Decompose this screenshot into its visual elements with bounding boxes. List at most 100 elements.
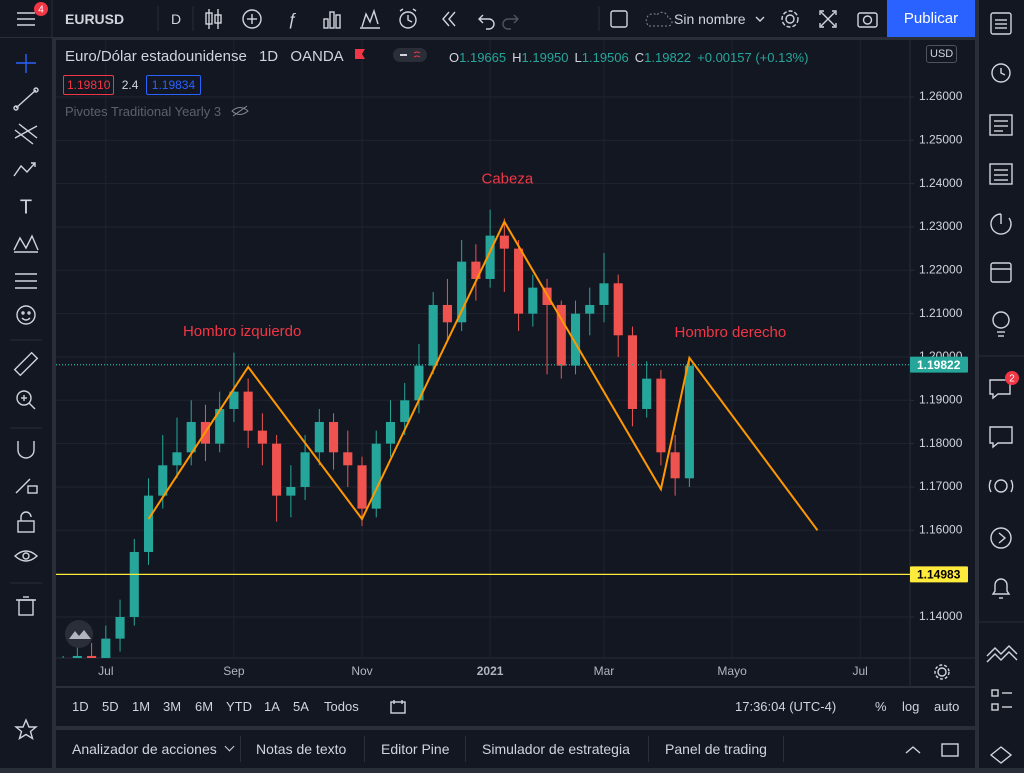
menu-icon[interactable] bbox=[17, 12, 35, 26]
redo-icon[interactable] bbox=[502, 14, 519, 30]
prediction-icon[interactable] bbox=[13, 234, 39, 253]
watchlist-icon[interactable] bbox=[990, 12, 1012, 35]
symbol[interactable]: EURUSD bbox=[65, 11, 125, 27]
legend-title: Euro/Dólar estadounidense 1D OANDA bbox=[65, 47, 428, 65]
scale-option[interactable]: % bbox=[875, 699, 887, 714]
lock-draw-icon[interactable] bbox=[15, 478, 38, 494]
trendline-icon[interactable] bbox=[13, 87, 39, 111]
alerts-icon[interactable] bbox=[991, 63, 1011, 83]
range-button[interactable]: Todos bbox=[324, 699, 359, 714]
chevron[interactable] bbox=[755, 16, 765, 22]
broadcast-icon[interactable] bbox=[990, 527, 1012, 549]
streams-icon[interactable] bbox=[988, 479, 1014, 493]
badge-count: 4 bbox=[38, 5, 44, 16]
layers-icon[interactable] bbox=[989, 746, 1013, 764]
candle-body bbox=[599, 283, 609, 305]
notifications-icon[interactable] bbox=[991, 578, 1011, 599]
tab-separator bbox=[240, 736, 241, 762]
collapse-icon[interactable] bbox=[905, 746, 921, 754]
layout-icon[interactable] bbox=[610, 10, 628, 28]
templates-icon[interactable] bbox=[323, 11, 341, 29]
y-tick-label: 1.25000 bbox=[919, 132, 963, 146]
range-button[interactable]: 1M bbox=[132, 699, 151, 714]
currency-label[interactable]: USD bbox=[926, 45, 958, 63]
indicators-icon[interactable] bbox=[242, 9, 262, 29]
hotlist-icon[interactable] bbox=[990, 213, 1012, 235]
indicator-legend: Pivotes Traditional Yearly 3 bbox=[65, 104, 249, 119]
tab[interactable]: Analizador de acciones bbox=[72, 741, 217, 757]
candle-body bbox=[528, 287, 538, 314]
replay-icon[interactable] bbox=[442, 11, 456, 27]
bid[interactable]: 1.19810 bbox=[63, 75, 115, 95]
publish-button[interactable]: Publicar bbox=[887, 0, 975, 37]
messages-icon[interactable] bbox=[989, 426, 1013, 449]
eye-icon[interactable] bbox=[13, 550, 39, 562]
ohlc-key: H bbox=[512, 50, 522, 65]
layout-name[interactable]: Sin nombre bbox=[674, 11, 746, 27]
clock[interactable]: 17:36:04 (UTC-4) bbox=[735, 699, 837, 714]
calendar-icon[interactable] bbox=[990, 262, 1012, 283]
favorites-icon[interactable] bbox=[14, 718, 38, 741]
bid-ask: 1.19810 2.4 1.19834 bbox=[63, 75, 202, 95]
ideas-icon[interactable] bbox=[992, 311, 1010, 337]
range-button[interactable]: 5A bbox=[293, 699, 309, 714]
axis-settings-icon[interactable] bbox=[934, 664, 950, 680]
measure-icon[interactable] bbox=[15, 273, 37, 289]
y-tick-label: 1.21000 bbox=[919, 306, 963, 320]
ohlc-key: C bbox=[634, 50, 645, 65]
range-button[interactable]: 3M bbox=[163, 699, 182, 714]
compare-icon[interactable] bbox=[360, 8, 380, 29]
trash-icon[interactable] bbox=[16, 596, 36, 616]
tab[interactable]: Notas de texto bbox=[256, 741, 347, 757]
candle-body bbox=[101, 638, 111, 658]
badge bbox=[34, 2, 48, 16]
pattern-line bbox=[147, 219, 819, 531]
text-icon[interactable]: T bbox=[20, 196, 32, 218]
candle-body bbox=[59, 669, 68, 678]
magnet-icon[interactable] bbox=[17, 441, 35, 459]
pine-icon[interactable] bbox=[986, 645, 1018, 663]
legend-interval: 1D bbox=[258, 48, 279, 65]
visibility-toggle[interactable] bbox=[393, 47, 428, 63]
flag-icon[interactable] bbox=[353, 48, 367, 62]
data-window-icon[interactable] bbox=[989, 163, 1013, 185]
undo-icon[interactable] bbox=[478, 14, 495, 30]
tab[interactable]: Simulador de estrategia bbox=[482, 741, 630, 757]
range-button[interactable]: 5D bbox=[102, 699, 119, 714]
tab-chevron[interactable] bbox=[224, 741, 235, 752]
crosshair-icon[interactable] bbox=[16, 54, 36, 73]
candle-body bbox=[229, 391, 239, 409]
fx-icon[interactable]: ƒ bbox=[287, 9, 296, 28]
alert-icon[interactable] bbox=[399, 8, 417, 29]
fullscreen-icon[interactable] bbox=[819, 10, 837, 28]
interval[interactable]: D bbox=[171, 11, 182, 27]
zoom-icon[interactable] bbox=[16, 390, 36, 410]
candles bbox=[59, 209, 694, 678]
top-toolbar: 4 ƒ EURUSD D Sin nombre Publicar bbox=[0, 0, 975, 37]
goto-date-icon[interactable] bbox=[389, 698, 407, 716]
news-icon[interactable] bbox=[989, 114, 1013, 136]
hidden-icon[interactable] bbox=[230, 105, 249, 117]
maximize-icon[interactable] bbox=[941, 743, 959, 757]
range-button[interactable]: YTD bbox=[226, 699, 252, 714]
range-button[interactable]: 1D bbox=[72, 699, 89, 714]
fib-icon[interactable] bbox=[14, 123, 38, 145]
candles-icon[interactable] bbox=[205, 9, 222, 29]
lock-icon[interactable] bbox=[17, 511, 35, 533]
candle-body bbox=[585, 304, 595, 314]
price-badge bbox=[910, 356, 968, 373]
object-tree-icon[interactable] bbox=[991, 689, 1012, 711]
scale-option[interactable]: log bbox=[902, 699, 920, 714]
range-button[interactable]: 6M bbox=[195, 699, 214, 714]
tab[interactable]: Editor Pine bbox=[381, 741, 450, 757]
range-button[interactable]: 1A bbox=[264, 699, 280, 714]
ruler-icon[interactable] bbox=[13, 351, 39, 377]
pattern-icon[interactable] bbox=[13, 162, 36, 177]
snapshot-icon[interactable] bbox=[857, 12, 878, 28]
settings-icon[interactable] bbox=[781, 10, 799, 28]
candle-body bbox=[656, 378, 666, 453]
tab[interactable]: Panel de trading bbox=[665, 741, 767, 757]
emoji-icon[interactable] bbox=[16, 305, 36, 325]
scale-option[interactable]: auto bbox=[934, 699, 960, 714]
ask[interactable]: 1.19834 bbox=[145, 75, 202, 95]
